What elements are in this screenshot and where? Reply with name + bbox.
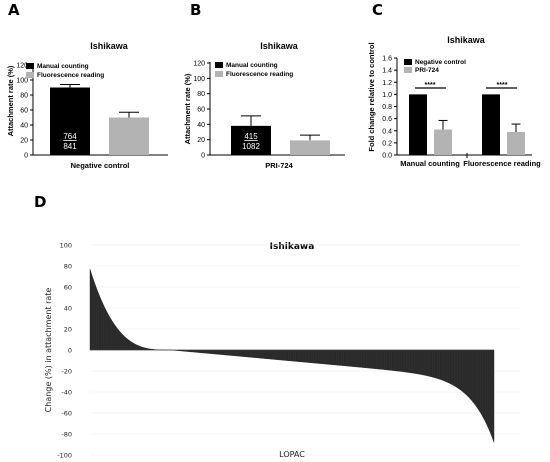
b-ytick-label: 80 bbox=[197, 91, 205, 98]
panel-d-ytick-label: 40 bbox=[64, 305, 72, 313]
panel-a: A Ishikawa Attachment rate (%) 0 20 40 60 80… bbox=[6, 1, 168, 170]
panel-b-xlabel: PRI-724 bbox=[265, 161, 293, 170]
panel-d-ytick-label: 100 bbox=[60, 242, 72, 250]
panel-d-yticks: -100 -80 -60 -40 -20 0 20 40 60 80 100 bbox=[57, 242, 72, 460]
panel-d-ytick-label: 0 bbox=[68, 347, 72, 355]
panel-a-letter: A bbox=[8, 1, 20, 19]
c-ytick-label: 1.6 bbox=[382, 56, 392, 63]
c-ytick-label: 0.0 bbox=[382, 153, 392, 160]
panel-c-legend-pri724: PRI-724 bbox=[415, 67, 439, 74]
c-ytick-label: 1.0 bbox=[382, 92, 392, 99]
b-ytick-label: 40 bbox=[197, 122, 205, 129]
panel-b-bars bbox=[231, 115, 330, 155]
a-ytick-label: 100 bbox=[16, 78, 28, 85]
panel-b-legend-swatch-manual bbox=[215, 62, 223, 68]
b-ytick-label: 20 bbox=[197, 137, 205, 144]
panel-c-category-2: Fluorescence reading bbox=[463, 159, 541, 168]
panel-c-letter: C bbox=[372, 1, 383, 19]
panel-b-legend-manual: Manual counting bbox=[226, 62, 278, 69]
panel-b-letter: B bbox=[190, 1, 201, 19]
panel-a-legend-manual: Manual counting bbox=[37, 63, 89, 70]
a-ytick-label: 20 bbox=[20, 138, 28, 145]
a-bar bbox=[50, 87, 90, 155]
panel-a-bars bbox=[50, 84, 149, 155]
panel-d-ytick-label: -40 bbox=[61, 389, 72, 397]
panel-c-category-1: Manual counting bbox=[400, 159, 460, 168]
panel-d-title: Ishikawa bbox=[270, 242, 315, 252]
a-ytick-label: 120 bbox=[16, 63, 28, 70]
panel-c-legend-control: Negative control bbox=[415, 59, 466, 66]
panel-c-legend-swatch-pri724 bbox=[404, 67, 412, 73]
panel-c-sig-2: **** bbox=[497, 82, 508, 89]
panel-d-waterfall-bars bbox=[91, 273, 493, 439]
panel-b-ylabel: Attachment rate (%) bbox=[183, 73, 192, 144]
panel-c-ylabel: Fold change relative to control bbox=[367, 42, 376, 151]
panel-d-waterfall bbox=[89, 269, 495, 443]
panel-c-yticks: 0.0 0.2 0.4 0.6 0.8 1.0 1.2 1.4 1.6 bbox=[382, 56, 397, 160]
panel-d-ytick-label: 20 bbox=[64, 326, 72, 334]
panel-b-bar-total: 1082 bbox=[242, 142, 260, 151]
panel-d-ytick-label: 60 bbox=[64, 284, 72, 292]
panel-b-yticks: 0 20 40 60 80 100 120 bbox=[193, 61, 210, 160]
panel-c: C Ishikawa Fold change relative to contr… bbox=[367, 1, 541, 168]
panel-d-gridlines bbox=[90, 244, 520, 456]
a-ytick-label: 60 bbox=[20, 108, 28, 115]
panel-a-bar-total: 841 bbox=[63, 142, 77, 151]
c-bar bbox=[409, 94, 427, 155]
c-ytick-label: 0.6 bbox=[382, 116, 392, 123]
panel-a-bar-count: 764 bbox=[63, 132, 77, 141]
c-ytick-label: 1.4 bbox=[382, 68, 392, 75]
c-ytick-label: 0.4 bbox=[382, 128, 392, 135]
a-ytick-label: 80 bbox=[20, 93, 28, 100]
panel-d-xlabel: LOPAC bbox=[279, 450, 305, 459]
c-ytick-label: 0.2 bbox=[382, 140, 392, 147]
b-ytick-label: 120 bbox=[193, 61, 205, 68]
panel-a-title: Ishikawa bbox=[90, 41, 129, 51]
c-bar bbox=[507, 131, 525, 155]
a-bar bbox=[109, 117, 149, 155]
panel-b: B Ishikawa Attachment rate (%) 0 20 40 60 80… bbox=[183, 1, 345, 170]
b-ytick-label: 100 bbox=[193, 76, 205, 83]
a-ytick-label: 40 bbox=[20, 123, 28, 130]
panel-b-bar-count: 415 bbox=[244, 132, 258, 141]
panel-c-title: Ishikawa bbox=[447, 35, 486, 45]
panel-d: D Ishikawa Change (%) in attachment rate… bbox=[34, 193, 520, 460]
b-ytick-label: 60 bbox=[197, 107, 205, 114]
panel-a-xlabel: Negative control bbox=[71, 161, 130, 170]
panel-a-yticks: 0 20 40 60 80 100 120 bbox=[16, 63, 33, 160]
panel-b-legend-swatch-fluorescence bbox=[215, 71, 223, 77]
panel-d-ytick-label: -20 bbox=[61, 368, 72, 376]
panel-a-legend-swatch-fluorescence bbox=[26, 72, 34, 78]
panel-d-ytick-label: -60 bbox=[61, 410, 72, 418]
c-ytick-label: 1.2 bbox=[382, 80, 392, 87]
panel-a-legend-swatch-manual bbox=[26, 63, 34, 69]
panel-d-ytick-label: -80 bbox=[61, 431, 72, 439]
panel-c-bars bbox=[409, 94, 525, 155]
b-ytick-label: 0 bbox=[201, 153, 205, 160]
panel-d-ylabel: Change (%) in attachment rate bbox=[44, 288, 53, 413]
panel-c-sig-1: **** bbox=[425, 82, 436, 89]
panel-b-title: Ishikawa bbox=[260, 41, 299, 51]
c-bar bbox=[482, 94, 500, 155]
c-ytick-label: 0.8 bbox=[382, 104, 392, 111]
c-bar bbox=[434, 129, 452, 155]
b-bar bbox=[290, 140, 330, 155]
a-ytick-label: 0 bbox=[24, 153, 28, 160]
panel-b-legend-fluorescence: Fluorescence reading bbox=[226, 71, 293, 78]
panel-a-ylabel: Attachment rate (%) bbox=[6, 65, 15, 136]
panel-c-legend-swatch-control bbox=[404, 59, 412, 65]
panel-d-letter: D bbox=[34, 193, 46, 211]
panel-a-legend-fluorescence: Fluorescence reading bbox=[37, 72, 104, 79]
b-bar bbox=[231, 125, 271, 155]
panel-d-ytick-label: 80 bbox=[64, 263, 72, 271]
panel-d-ytick-label: -100 bbox=[57, 452, 72, 460]
